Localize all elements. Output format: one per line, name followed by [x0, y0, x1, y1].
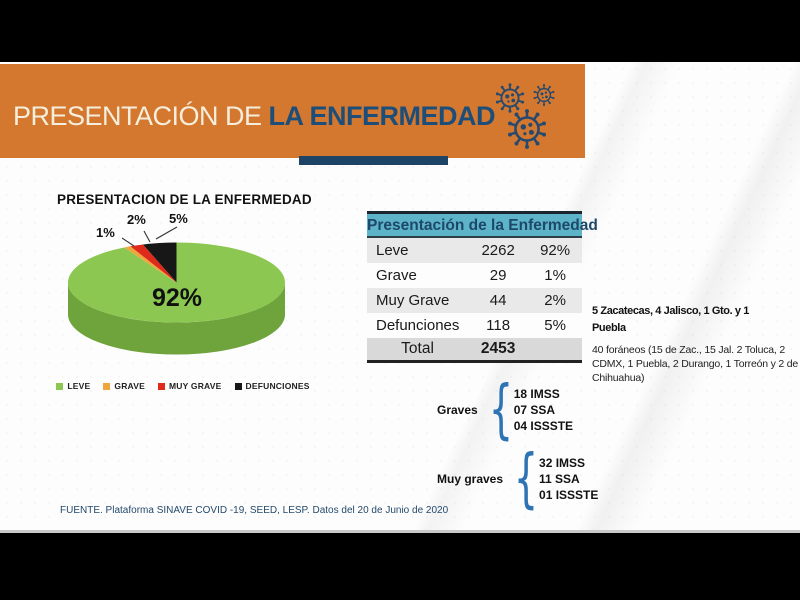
group-label: Graves — [437, 403, 478, 417]
pie-leader-line — [121, 237, 135, 247]
notes-body: 40 foráneos (15 de Zac., 15 Jal. 2 Toluc… — [592, 344, 798, 385]
pie-leader-line — [143, 230, 151, 243]
total-value: 2453 — [480, 340, 516, 357]
row-pct: 5% — [544, 317, 566, 334]
group-muy-graves: Muy graves { 32 IMSS 11 SSA 01 ISSSTE — [437, 442, 598, 516]
row-pct: 1% — [544, 267, 566, 284]
pie-label-defunciones: 5% — [169, 211, 188, 226]
pie-leader-line — [155, 226, 178, 240]
legend-item: LEVE — [56, 381, 90, 391]
virus-icon — [532, 83, 556, 107]
table-row: Muy Grave 44 2% — [367, 288, 582, 313]
row-pct: 92% — [540, 242, 571, 259]
total-label: Total — [401, 340, 434, 357]
group-graves: Graves { 18 IMSS 07 SSA 04 ISSSTE — [437, 373, 573, 447]
brace-icon: { — [488, 373, 513, 447]
legend-label: DEFUNCIONES — [245, 381, 310, 391]
row-value: 2262 — [481, 242, 515, 259]
banner-accent-bar — [299, 156, 448, 165]
group-items: 32 IMSS 11 SSA 01 ISSSTE — [539, 455, 598, 503]
pie-label-leve: 92% — [151, 284, 203, 312]
table-header: Presentación de la Enfermedad — [367, 211, 598, 238]
group-item: 32 IMSS — [539, 456, 586, 470]
coronavirus-icons — [494, 82, 556, 151]
title-banner: PRESENTACIÓN DE LA ENFERMEDAD — [0, 64, 585, 158]
legend-item: MUY GRAVE — [158, 381, 222, 391]
row-label: Muy Grave — [376, 292, 450, 309]
pie-leader-lines — [121, 226, 178, 247]
pie-chart — [68, 226, 285, 355]
notes-heading: 5 Zacatecas, 4 Jalisco, 1 Gto. y 1 Puebl… — [592, 303, 800, 336]
pie-side — [68, 282, 285, 355]
group-item: 07 SSA — [513, 403, 556, 417]
notes-heading-line1: 5 Zacatecas, 4 Jalisco, 1 Gto. y 1 — [592, 305, 749, 317]
pie-chart-title: PRESENTACION DE LA ENFERMEDAD — [57, 192, 312, 207]
row-pct: 2% — [544, 292, 566, 309]
table-total-row: Total 2453 — [367, 338, 582, 363]
brace-icon: { — [513, 442, 539, 516]
legend-swatch — [234, 382, 242, 390]
legend-item: DEFUNCIONES — [234, 381, 310, 391]
table-row: Grave 29 1% — [367, 263, 582, 288]
group-label: Muy graves — [437, 472, 504, 486]
group-item: 11 SSA — [539, 472, 580, 486]
table-row: Leve 2262 92% — [367, 238, 582, 263]
legend-item: GRAVE — [103, 381, 145, 391]
pie-slice-grave — [124, 246, 177, 283]
legend-label: LEVE — [67, 381, 91, 391]
notes-block: 5 Zacatecas, 4 Jalisco, 1 Gto. y 1 Puebl… — [592, 303, 800, 386]
page-title-regular: PRESENTACIÓN DE — [13, 101, 269, 131]
row-label: Leve — [376, 242, 409, 259]
summary-table: Presentación de la Enfermedad Leve 2262 … — [367, 211, 598, 363]
pie-legend: LEVE GRAVE MUY GRAVE DEFUNCIONES — [38, 381, 328, 391]
letterbox-top — [0, 0, 800, 62]
legend-label: GRAVE — [114, 381, 146, 391]
group-item: 18 IMSS — [513, 387, 560, 401]
pie-label-grave: 1% — [96, 225, 115, 240]
row-value: 44 — [489, 292, 507, 309]
letterbox-bottom — [0, 533, 800, 600]
virus-icon — [494, 82, 526, 114]
notes-heading-line2: Puebla — [592, 321, 626, 334]
group-items: 18 IMSS 07 SSA 04 ISSSTE — [514, 386, 573, 434]
row-value: 29 — [489, 267, 507, 284]
legend-swatch — [56, 382, 64, 390]
pie-label-muy-grave: 2% — [127, 212, 146, 227]
pie-slice-muy-grave — [130, 244, 177, 283]
row-label: Defunciones — [376, 317, 460, 334]
legend-swatch — [103, 382, 111, 390]
row-value: 118 — [486, 317, 511, 334]
legend-swatch — [158, 382, 166, 390]
table-row: Defunciones 118 5% — [367, 313, 582, 338]
legend-label: MUY GRAVE — [169, 381, 222, 391]
virus-icon — [506, 107, 548, 151]
footer-source: FUENTE. Plataforma SINAVE COVID -19, SEE… — [60, 505, 449, 516]
row-label: Grave — [376, 267, 417, 284]
pie-slice-defunciones — [142, 242, 177, 283]
page-title: PRESENTACIÓN DE LA ENFERMEDAD — [13, 101, 496, 132]
page-title-bold: LA ENFERMEDAD — [268, 101, 496, 131]
group-item: 01 ISSSTE — [539, 488, 599, 502]
group-item: 04 ISSSTE — [513, 419, 574, 433]
